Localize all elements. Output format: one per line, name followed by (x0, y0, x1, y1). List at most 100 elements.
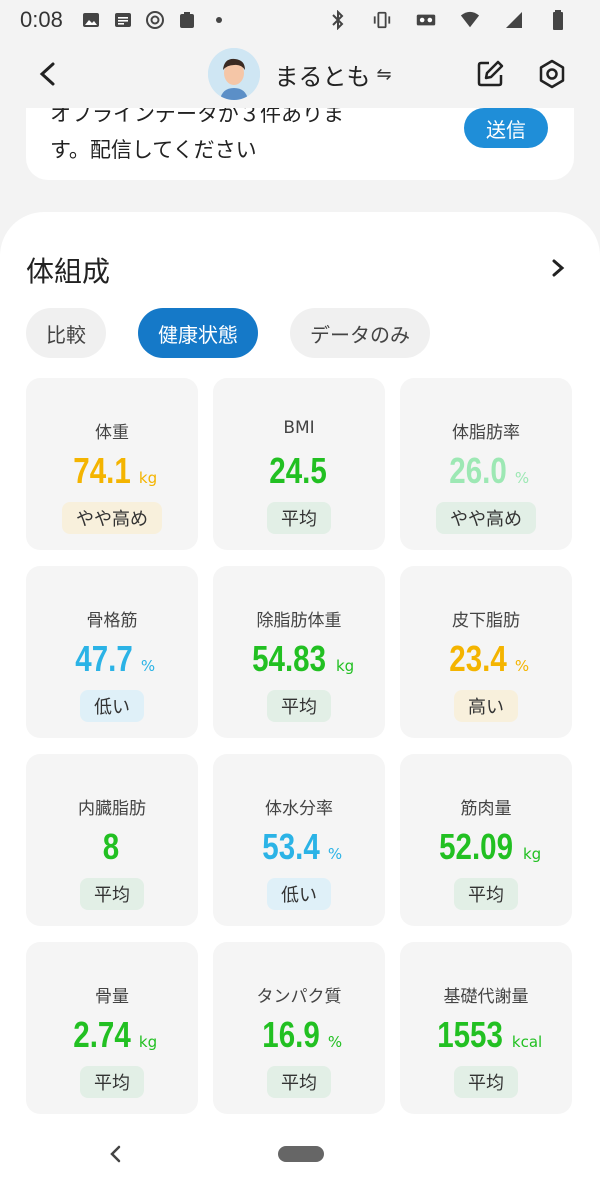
metric-value: 23.4 (449, 638, 507, 679)
metric-label: 体脂肪率 (452, 423, 520, 443)
user-name[interactable]: まるとも (274, 62, 371, 91)
metric-unit: kg (138, 469, 158, 487)
status-badge: 低い (80, 690, 144, 722)
metric-card[interactable]: 骨格筋 47.7% 低い (26, 566, 198, 738)
metric-value: 74.1 (73, 450, 131, 491)
metric-card[interactable]: 骨量 2.74 kg 平均 (26, 942, 198, 1114)
metric-card[interactable]: 内臓脂肪 8 平均 (26, 754, 198, 926)
metric-label: 筋肉量 (460, 799, 512, 819)
chevron-right-icon (552, 259, 565, 277)
nav-back-button[interactable] (104, 1142, 128, 1166)
metric-label: 体水分率 (265, 799, 333, 819)
send-button[interactable]: 送信 (464, 108, 548, 148)
metric-unit: % (327, 845, 343, 863)
section-more-button[interactable] (548, 258, 568, 278)
metric-value: 47.7 (75, 638, 133, 679)
metric-card[interactable]: 皮下脂肪 23.4% 高い (400, 566, 572, 738)
status-bar: 0:08 (0, 0, 600, 40)
metric-card[interactable]: 体水分率 53.4% 低い (213, 754, 385, 926)
metric-value: 8 (102, 826, 120, 867)
metric-unit: kg (335, 657, 355, 675)
metric-label: タンパク質 (256, 987, 342, 1007)
metric-value: 53.4 (262, 826, 320, 867)
status-badge: 平均 (267, 1066, 331, 1098)
metric-value-row: 1553 kcal (430, 1014, 542, 1055)
status-badge: 高い (454, 690, 518, 722)
message-icon (113, 10, 133, 30)
wifi-icon (460, 10, 480, 30)
metric-value: 2.74 (73, 1014, 131, 1055)
notice-line-1: オフラインデータが３件ありま (50, 108, 344, 126)
status-badge: 平均 (80, 1066, 144, 1098)
notice-line-2: す。配信してください (50, 138, 257, 162)
metric-card[interactable]: 除脂肪体重 54.83 kg 平均 (213, 566, 385, 738)
metric-card[interactable]: 体重 74.1 kg やや高め (26, 378, 198, 550)
metric-value-row: 2.74 kg (67, 1014, 157, 1055)
vr-icon (416, 10, 436, 30)
nav-home-button[interactable] (278, 1146, 324, 1162)
metric-value: 16.9 (262, 1014, 320, 1055)
metric-card[interactable]: タンパク質 16.9% 平均 (213, 942, 385, 1114)
metrics-grid: 体重 74.1 kg やや高め BMI 24.5 平均 体脂肪率 26.0% やや高め 骨格筋 47.… (26, 378, 574, 1114)
metric-card[interactable]: BMI 24.5 平均 (213, 378, 385, 550)
tab-data-only[interactable]: データのみ (290, 308, 430, 358)
image-icon (81, 10, 101, 30)
dot-icon (209, 10, 229, 30)
gear-icon (539, 59, 565, 89)
metric-label: 骨格筋 (86, 611, 138, 631)
settings-button[interactable] (534, 56, 570, 92)
metric-unit: % (514, 657, 530, 675)
swap-user-icon[interactable]: ⇋ (376, 63, 392, 85)
metric-unit: % (514, 469, 530, 487)
tab-compare[interactable]: 比較 (26, 308, 106, 358)
metric-value-row: 52.09 kg (431, 826, 542, 867)
metric-label: 除脂肪体重 (256, 611, 342, 631)
metric-value: 52.09 (438, 826, 513, 867)
metric-unit: % (327, 1033, 343, 1051)
at-sign-icon (145, 10, 165, 30)
avatar[interactable] (208, 48, 261, 100)
metric-card[interactable]: 基礎代謝量 1553 kcal 平均 (400, 942, 572, 1114)
metric-label: BMI (283, 418, 315, 438)
edit-button[interactable] (472, 56, 508, 92)
metric-card[interactable]: 体脂肪率 26.0% やや高め (400, 378, 572, 550)
back-button[interactable] (30, 56, 66, 92)
metric-value: 26.0 (449, 450, 507, 491)
metric-value-row: 26.0% (443, 450, 530, 491)
clipboard-icon (177, 10, 197, 30)
signal-icon (504, 10, 524, 30)
status-badge: やや高め (436, 502, 536, 534)
metric-label: 皮下脂肪 (452, 611, 520, 631)
metric-value-row: 47.7% (69, 638, 156, 679)
metric-value-row: 23.4% (443, 638, 530, 679)
status-badge: 低い (267, 878, 331, 910)
battery-icon (548, 10, 568, 30)
app-header: まるとも ⇋ (0, 40, 600, 108)
metric-label: 内臓脂肪 (78, 799, 146, 819)
chevron-left-icon (39, 62, 55, 86)
metric-value-row: 24.5 (263, 450, 335, 491)
status-badge: 平均 (267, 690, 331, 722)
metric-card[interactable]: 筋肉量 52.09 kg 平均 (400, 754, 572, 926)
metric-label: 骨量 (95, 987, 129, 1007)
metric-value-row: 74.1 kg (67, 450, 158, 491)
metric-value: 1553 (437, 1014, 503, 1055)
status-time: 0:08 (20, 7, 63, 32)
metric-label: 基礎代謝量 (443, 987, 529, 1007)
metric-value: 54.83 (251, 638, 326, 679)
metric-value-row: 16.9% (256, 1014, 343, 1055)
system-nav-bar (0, 1120, 600, 1200)
status-badge: 平均 (454, 878, 518, 910)
metric-unit: kg (522, 845, 542, 863)
nav-back-icon (110, 1145, 121, 1163)
metric-value: 24.5 (269, 450, 327, 491)
metric-value-row: 54.83 kg (244, 638, 355, 679)
status-badge: 平均 (267, 502, 331, 534)
body-composition-sheet: 体組成 比較 健康状態 データのみ 体重 74.1 kg やや高め BMI 24.5 平均体… (0, 212, 600, 1200)
metric-label: 体重 (95, 423, 129, 443)
vibrate-icon (372, 10, 392, 30)
tab-health-status[interactable]: 健康状態 (138, 308, 258, 358)
status-badge: 平均 (454, 1066, 518, 1098)
metric-unit: % (140, 657, 156, 675)
view-tabs: 比較 健康状態 データのみ (26, 308, 430, 358)
